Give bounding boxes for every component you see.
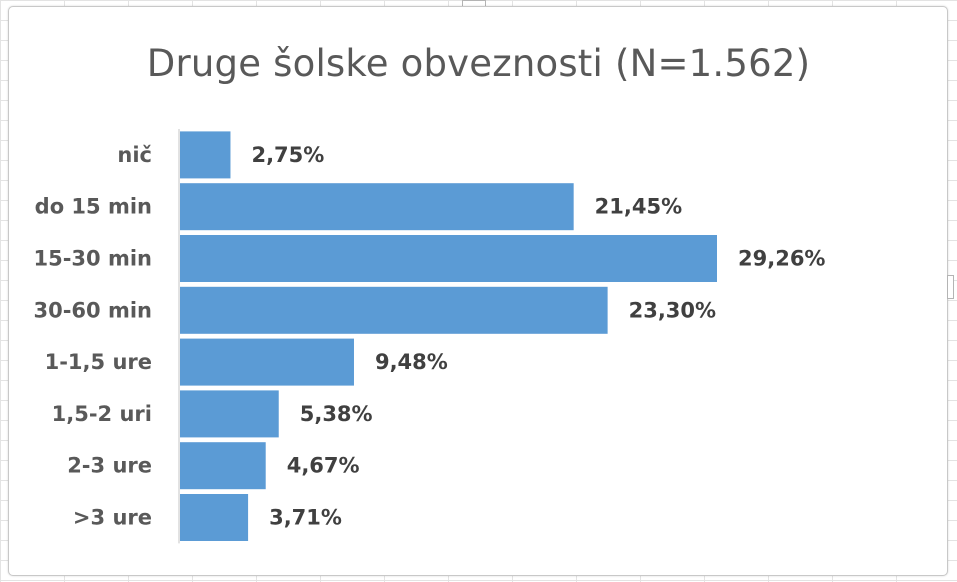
data-label: 9,48% [375, 350, 448, 374]
data-label: 3,71% [269, 506, 342, 530]
data-label: 23,30% [629, 298, 716, 322]
data-label: 2,75% [251, 143, 324, 167]
category-label: >3 ure [73, 506, 152, 530]
category-label: 1,5-2 uri [52, 402, 152, 426]
category-label: nič [117, 143, 152, 167]
data-label: 4,67% [287, 454, 360, 478]
bar[interactable] [180, 338, 354, 386]
bar[interactable] [180, 494, 249, 541]
bar[interactable] [180, 390, 279, 438]
bar[interactable] [180, 131, 231, 179]
bar[interactable] [180, 183, 574, 231]
category-label: 2-3 ure [67, 454, 152, 478]
category-label: 30-60 min [33, 298, 152, 322]
data-label: 5,38% [300, 402, 373, 426]
bar[interactable] [180, 442, 266, 490]
chart-title: Druge šolske obveznosti (N=1.562) [146, 42, 811, 85]
bar[interactable] [180, 235, 717, 282]
category-label: 1-1,5 ure [45, 350, 152, 374]
resize-handle-right[interactable] [947, 275, 954, 299]
data-label: 21,45% [595, 195, 682, 219]
data-label: 29,26% [738, 247, 825, 271]
bar[interactable] [180, 286, 608, 334]
category-label: do 15 min [35, 195, 152, 219]
category-label: 15-30 min [33, 247, 152, 271]
